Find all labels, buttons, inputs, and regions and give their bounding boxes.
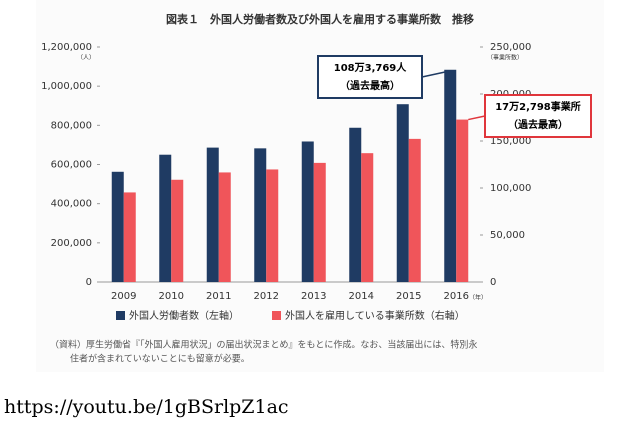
annotation-arrow [421, 71, 447, 78]
bar [396, 104, 409, 282]
legend-label: 外国人を雇用している事業所数（右軸） [285, 309, 465, 322]
y2-tick-label: 250,000 [490, 42, 531, 53]
x-tick-label: 2009 [111, 291, 136, 302]
annotation-text: （過去最高） [340, 79, 400, 92]
y-unit: （人） [77, 55, 95, 62]
y2-tick-label: 100,000 [490, 183, 531, 194]
y-tick-label: 200,000 [51, 238, 92, 249]
bar [301, 141, 314, 282]
y-tick-label: 1,000,000 [41, 81, 92, 92]
bar [313, 162, 326, 282]
bar [444, 69, 457, 282]
y-tick-label: 0 [86, 277, 92, 288]
y2-unit: （事業所数） [487, 54, 523, 62]
bar [218, 172, 231, 282]
y2-tick-label: 50,000 [490, 230, 525, 241]
y2-tick-label: 150,000 [490, 136, 531, 147]
bar [408, 138, 421, 282]
bar [123, 192, 136, 282]
bar [361, 153, 374, 282]
y-tick-label: 800,000 [51, 120, 92, 131]
x-tick-label: 2013 [301, 291, 326, 302]
annotation-text: （過去最高） [508, 118, 568, 131]
note: 住者が含まれていないことにも留意が必要。 [70, 353, 250, 365]
bar [111, 171, 124, 282]
bar [349, 127, 362, 282]
bar [206, 147, 219, 282]
y-tick-label: 400,000 [51, 199, 92, 210]
legend-swatch [116, 311, 125, 320]
note: （資料）厚生労働省『「外国人雇用状況」の届出状況まとめ』をもとに作成。なお、当該… [50, 339, 477, 351]
x-tick-label: 2012 [254, 291, 279, 302]
y-tick-label: 600,000 [51, 160, 92, 171]
annotation-arrow [468, 115, 486, 121]
annotation-text: 17万2,798事業所 [495, 100, 581, 113]
x-tick-label: 2016 [444, 291, 469, 302]
bar [171, 179, 184, 282]
bar [254, 148, 267, 282]
x-tick-label: 2011 [206, 291, 231, 302]
x-tick-label: 2015 [396, 291, 421, 302]
footer-url: https://youtu.be/1gBSrlpZ1ac [4, 396, 289, 418]
legend-label: 外国人労働者数（左軸） [129, 309, 239, 322]
annotation-text: 108万3,769人 [334, 61, 408, 74]
bar [159, 154, 172, 282]
bar [266, 169, 279, 282]
y-tick-label: 1,200,000 [41, 42, 92, 53]
legend-swatch [272, 311, 281, 320]
x-tick-label: 2010 [159, 291, 184, 302]
annotation-box [317, 55, 423, 99]
x-unit: （年） [469, 294, 487, 302]
x-tick-label: 2014 [349, 291, 374, 302]
chart-title: 図表１ 外国人労働者数及び外国人を雇用する事業所数 推移 [166, 12, 474, 26]
bar [456, 119, 469, 282]
y2-tick-label: 0 [490, 277, 496, 288]
